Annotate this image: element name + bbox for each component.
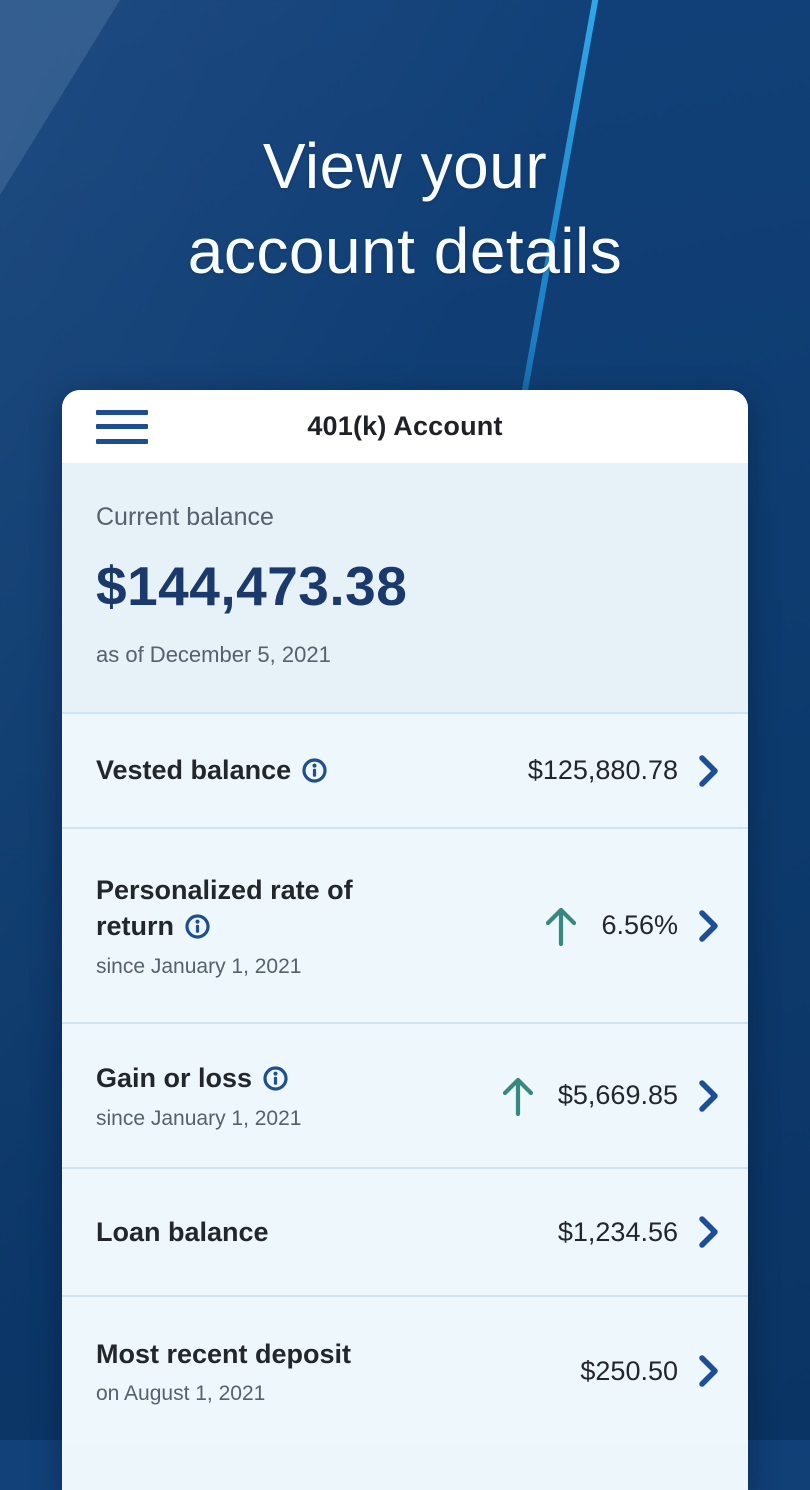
account-row[interactable]: Most recent deposit on August 1, 2021 $250… — [62, 1295, 748, 1445]
hero-title-line2: account details — [187, 215, 623, 287]
current-balance-asof: as of December 5, 2021 — [96, 642, 331, 667]
row-value: $5,669.85 — [557, 1080, 678, 1110]
row-value: $250.50 — [580, 1355, 678, 1386]
row-label: Gain or loss — [96, 1063, 253, 1094]
account-row[interactable]: Vested balance $125,880.78 — [62, 712, 748, 827]
account-row[interactable]: Loan balance $1,234.56 — [62, 1167, 748, 1295]
row-subtext: since January 1, 2021 — [96, 954, 302, 978]
account-rows: Vested balance $125,880.78 Personalized ra… — [62, 712, 748, 1445]
hero-title: View your account details — [0, 0, 810, 294]
background-corner-shape — [0, 0, 120, 195]
row-right: $5,669.85 — [498, 1074, 720, 1118]
row-label: Personalized rate of return — [96, 875, 353, 942]
row-value: $1,234.56 — [557, 1216, 678, 1247]
current-balance-amount: $144,473.38 — [96, 555, 408, 617]
hamburger-menu-icon[interactable] — [96, 408, 148, 446]
row-label: Vested balance — [96, 755, 292, 786]
current-balance-label: Current balance — [96, 503, 274, 531]
chevron-right-icon[interactable] — [698, 1079, 720, 1113]
row-label: Most recent deposit — [96, 1339, 352, 1369]
current-balance-section: Current balance $144,473.38 as of Decemb… — [62, 463, 748, 712]
arrow-up-icon — [502, 1077, 533, 1116]
row-value: $125,880.78 — [527, 755, 678, 785]
row-right: 6.56% — [541, 904, 720, 948]
row-right: $1,234.56 — [558, 1215, 720, 1249]
chevron-right-icon[interactable] — [698, 1354, 720, 1388]
row-left: Gain or loss since January 1, 2021 — [96, 1060, 301, 1130]
row-left: Loan balance — [96, 1214, 269, 1250]
row-label: Loan balance — [96, 1217, 269, 1247]
account-row[interactable]: Gain or loss since January 1, 2021 $5,669.… — [62, 1022, 748, 1167]
chevron-right-icon[interactable] — [698, 754, 720, 788]
phone-screen-card: 401(k) Account Current balance $144,473.… — [62, 390, 748, 1490]
info-icon[interactable] — [262, 1065, 289, 1092]
hero-title-line1: View your — [262, 130, 548, 202]
screen-title: 401(k) Account — [307, 411, 503, 441]
row-value: 6.56% — [601, 910, 678, 940]
info-icon[interactable] — [184, 913, 211, 940]
app-header: 401(k) Account — [62, 390, 748, 463]
row-subtext: on August 1, 2021 — [96, 1382, 266, 1405]
chevron-right-icon[interactable] — [698, 1215, 720, 1249]
row-left: Vested balance — [96, 752, 328, 788]
row-subtext: since January 1, 2021 — [96, 1106, 302, 1130]
row-right: $250.50 — [580, 1354, 720, 1388]
row-left: Most recent deposit on August 1, 2021 — [96, 1336, 351, 1406]
row-left: Personalized rate of return since January… — [96, 872, 426, 978]
info-icon[interactable] — [301, 757, 328, 784]
account-row[interactable]: Personalized rate of return since January… — [62, 827, 748, 1022]
row-right: $125,880.78 — [528, 754, 720, 788]
arrow-up-icon — [546, 907, 577, 946]
chevron-right-icon[interactable] — [698, 909, 720, 943]
